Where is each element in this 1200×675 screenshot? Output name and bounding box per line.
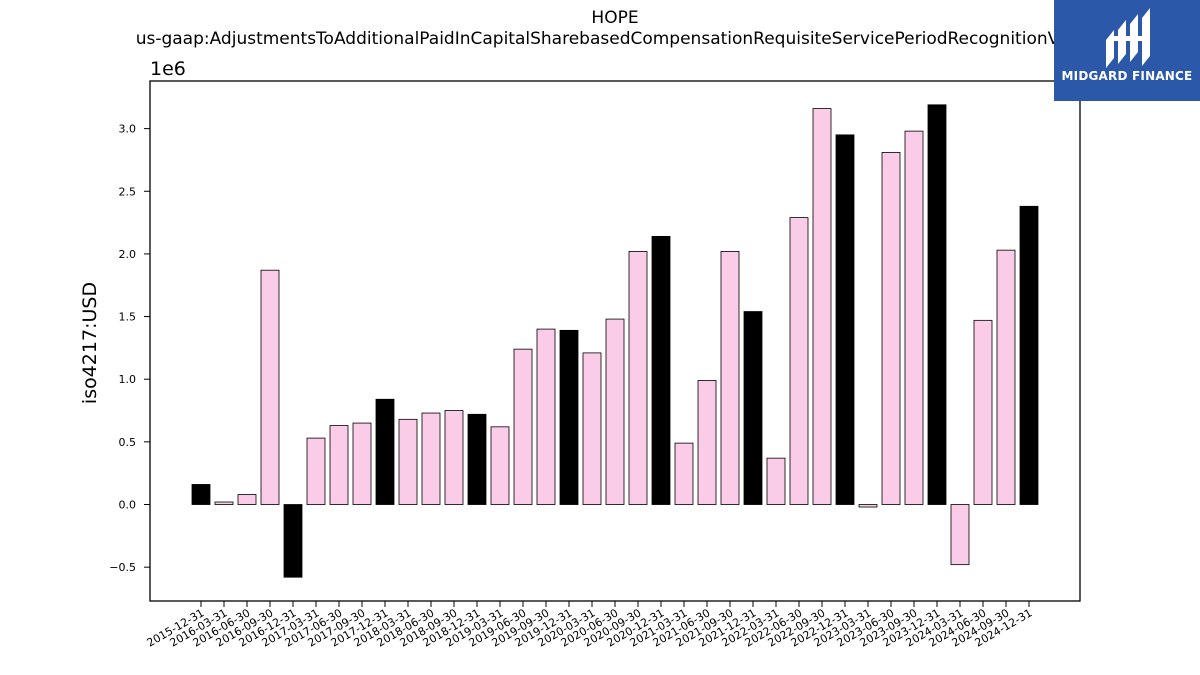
bar-2022-06-30 [789,217,809,505]
bar-2019-03-31 [490,426,510,505]
bar-2023-12-31 [927,104,947,505]
y-scale-label: 1e6 [150,58,186,80]
bar-2018-09-30 [444,410,464,505]
bar-2023-06-30 [881,152,901,505]
bar-2018-06-30 [421,412,441,505]
bar-2020-03-31 [582,352,602,505]
brand-name: MIDGARD FINANCE [1061,69,1193,83]
bar-2017-09-30 [352,422,372,505]
y-axis: −0.5 0.0 0.5 1.0 1.5 2.0 2.5 3.0 [109,123,150,574]
chart-title-block: HOPE us-gaap:AdjustmentsToAdditionalPaid… [0,8,1200,50]
bar-2018-03-31 [398,418,418,505]
chart-subtitle: us-gaap:AdjustmentsToAdditionalPaidInCap… [135,29,1095,49]
bar-2020-12-31 [651,235,671,505]
bar-2021-03-31 [674,442,694,505]
bar-2020-09-30 [628,251,648,505]
bar-2016-09-30 [260,269,280,505]
bar-2019-12-31 [559,329,579,505]
y-tick-label: −0.5 [109,561,136,574]
bar-2023-09-30 [904,130,924,505]
bar-2022-12-31 [835,134,855,505]
x-axis: 2015-12-312016-03-312016-06-302016-09-30… [145,601,1035,650]
y-tick-label: 0.5 [119,436,137,449]
bar-2024-09-30 [996,249,1016,505]
y-tick-label: 2.5 [119,185,137,198]
bar-2016-06-30 [237,494,257,505]
bar-2017-06-30 [329,425,349,505]
bar-2015-12-31 [191,484,211,505]
chart-title: HOPE [591,8,639,28]
bar-2020-06-30 [605,318,625,505]
bar-2016-12-31 [283,504,303,578]
midgard-logo-icon [1106,8,1150,68]
y-tick-label: 0.0 [119,499,137,512]
bar-2021-12-31 [743,311,763,505]
bars-layer [191,104,1039,578]
y-tick-label: 1.0 [119,373,137,386]
y-axis-label: iso4217:USD [79,282,101,404]
bar-2024-06-30 [973,319,993,505]
bar-2022-09-30 [812,108,832,505]
bar-2021-06-30 [697,380,717,505]
bar-2019-09-30 [536,328,556,505]
brand-logo: MIDGARD FINANCE [1054,0,1200,101]
bar-2017-03-31 [306,437,326,505]
bar-2018-12-31 [467,413,487,505]
bar-2023-03-31 [858,504,878,508]
y-tick-label: 1.5 [119,311,137,324]
bar-2019-06-30 [513,348,533,505]
y-tick-label: 2.0 [119,248,137,261]
bar-2022-03-31 [766,457,786,505]
bar-2016-03-31 [214,501,234,505]
bar-2017-12-31 [375,398,395,505]
y-tick-label: 3.0 [119,123,137,136]
bar-2024-03-31 [950,504,970,566]
bar-2021-09-30 [720,251,740,505]
bar-2024-12-31 [1019,205,1039,505]
